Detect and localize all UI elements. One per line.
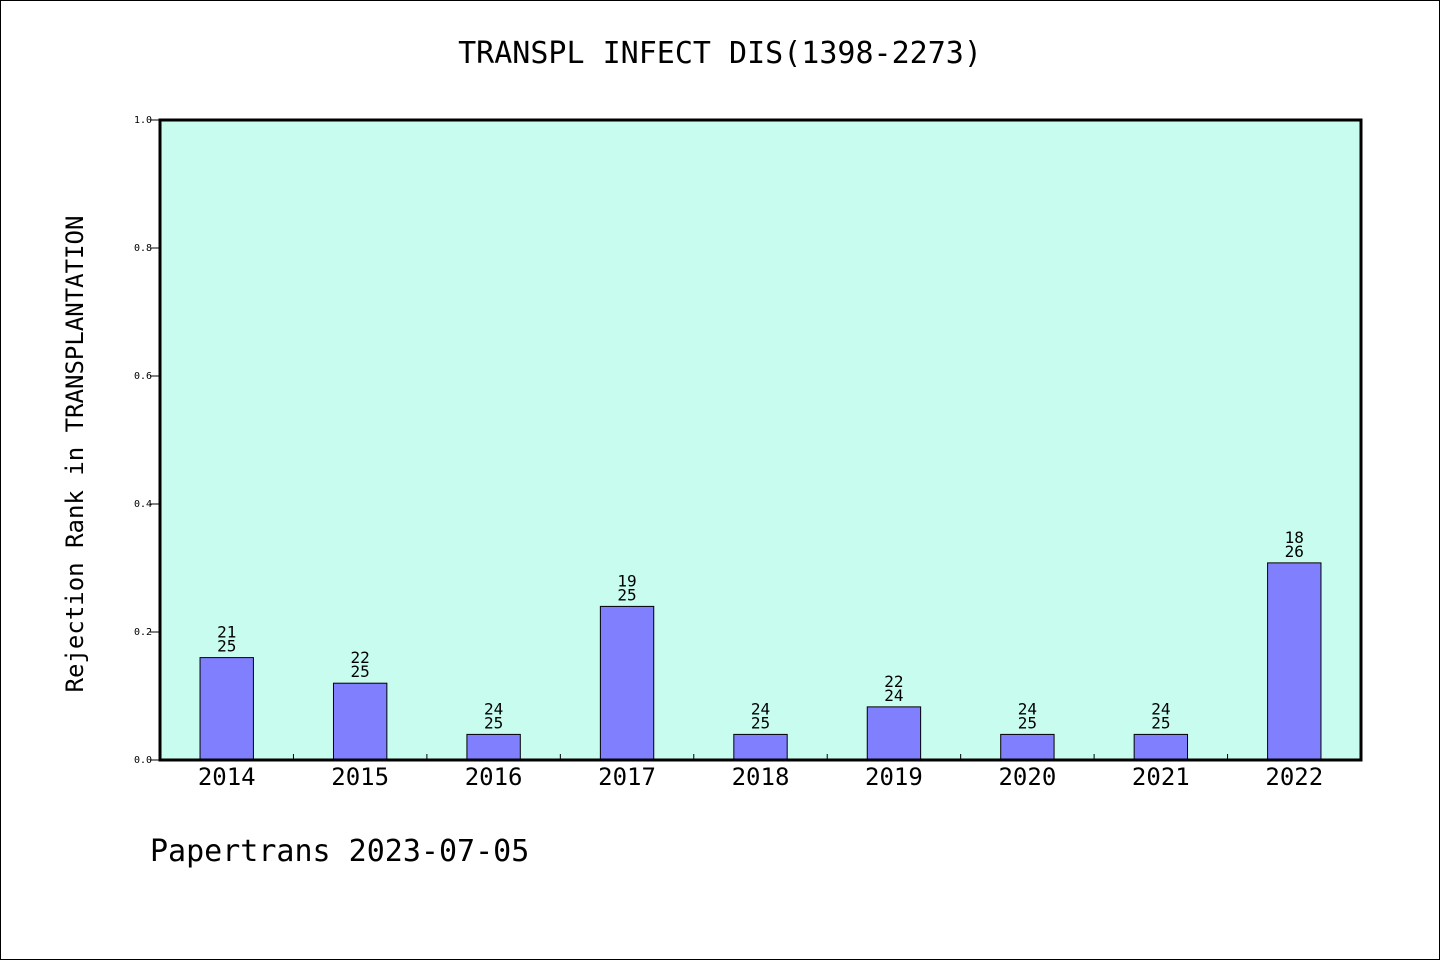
bar-label-top: 24 [751, 699, 770, 718]
y-tick-label: 1.0 [134, 115, 152, 126]
y-axis-ticks: 0.0 0.2 0.4 0.6 0.8 1.0 [134, 115, 160, 766]
bar-2020 [1000, 733, 1055, 761]
bar-2022 [1267, 562, 1322, 761]
x-axis-ticks: 2014 2015 2016 2017 2018 2019 2020 2021 2022 [198, 754, 1323, 791]
bar-label-bottom: 25 [1018, 713, 1037, 732]
y-tick-label: 0.0 [134, 755, 152, 766]
bar-label-top: 21 [217, 623, 236, 642]
bar-label-bottom: 25 [217, 637, 236, 656]
bar-label-bottom: 26 [1285, 542, 1304, 561]
bar-label-bottom: 25 [351, 662, 370, 681]
x-tick-label: 2016 [465, 763, 523, 791]
chart-title: TRANSPL INFECT DIS(1398-2273) [458, 36, 982, 71]
x-tick-label: 2021 [1132, 763, 1190, 791]
bar-label-top: 24 [484, 699, 503, 718]
bar-label-top: 19 [617, 571, 636, 590]
bar-2016 [466, 733, 521, 761]
plot-area [160, 120, 1361, 760]
bar-2015 [332, 682, 388, 761]
bar-label-bottom: 25 [617, 585, 636, 604]
bar-2021 [1133, 733, 1189, 761]
footer-text: Papertrans 2023-07-05 [150, 834, 530, 869]
x-tick-label: 2020 [998, 763, 1056, 791]
x-tick-label: 2018 [732, 763, 790, 791]
bar-2019 [866, 706, 922, 761]
y-tick-label: 0.2 [134, 627, 152, 638]
x-tick-label: 2017 [598, 763, 656, 791]
y-tick-label: 0.4 [134, 499, 152, 510]
bar-2017 [599, 605, 655, 761]
bar-label-bottom: 25 [1151, 713, 1170, 732]
bar-label-bottom: 25 [751, 713, 770, 732]
bar-2014 [199, 657, 254, 761]
bar-label-top: 24 [1018, 699, 1037, 718]
bar-label-top: 18 [1285, 528, 1304, 547]
x-tick-label: 2019 [865, 763, 923, 791]
bar-2018 [733, 733, 788, 761]
bar-label-bottom: 24 [884, 686, 903, 705]
x-tick-label: 2014 [198, 763, 256, 791]
y-tick-label: 0.8 [134, 243, 152, 254]
bar-label-bottom: 25 [484, 713, 503, 732]
bar-label-top: 22 [351, 648, 370, 667]
plot-border [158, 118, 1363, 762]
x-tick-label: 2022 [1265, 763, 1323, 791]
bars [199, 562, 1322, 761]
x-tick-label: 2015 [331, 763, 389, 791]
bar-label-top: 24 [1151, 699, 1170, 718]
y-tick-label: 0.6 [134, 371, 152, 382]
bar-label-top: 22 [884, 672, 903, 691]
